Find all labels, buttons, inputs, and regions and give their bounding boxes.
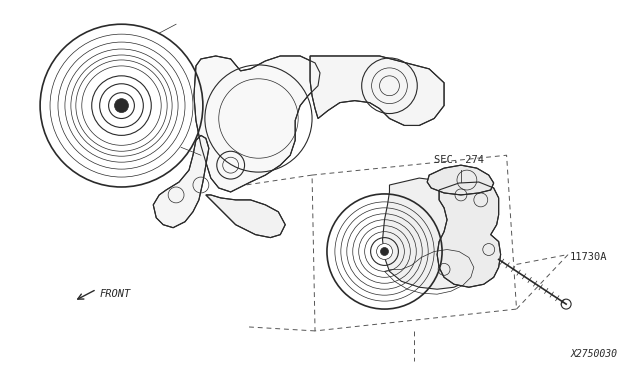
Polygon shape	[383, 178, 491, 289]
Polygon shape	[194, 56, 320, 192]
Circle shape	[115, 99, 129, 113]
Polygon shape	[437, 182, 500, 287]
Polygon shape	[153, 135, 209, 228]
Circle shape	[381, 247, 388, 256]
Polygon shape	[206, 195, 285, 238]
Polygon shape	[427, 165, 493, 195]
Text: X2750030: X2750030	[571, 349, 618, 359]
Text: 11730A: 11730A	[570, 253, 607, 263]
Text: SEC. 274: SEC. 274	[434, 155, 484, 165]
Text: FRONT: FRONT	[100, 289, 131, 299]
Polygon shape	[310, 56, 444, 125]
Circle shape	[376, 244, 392, 259]
